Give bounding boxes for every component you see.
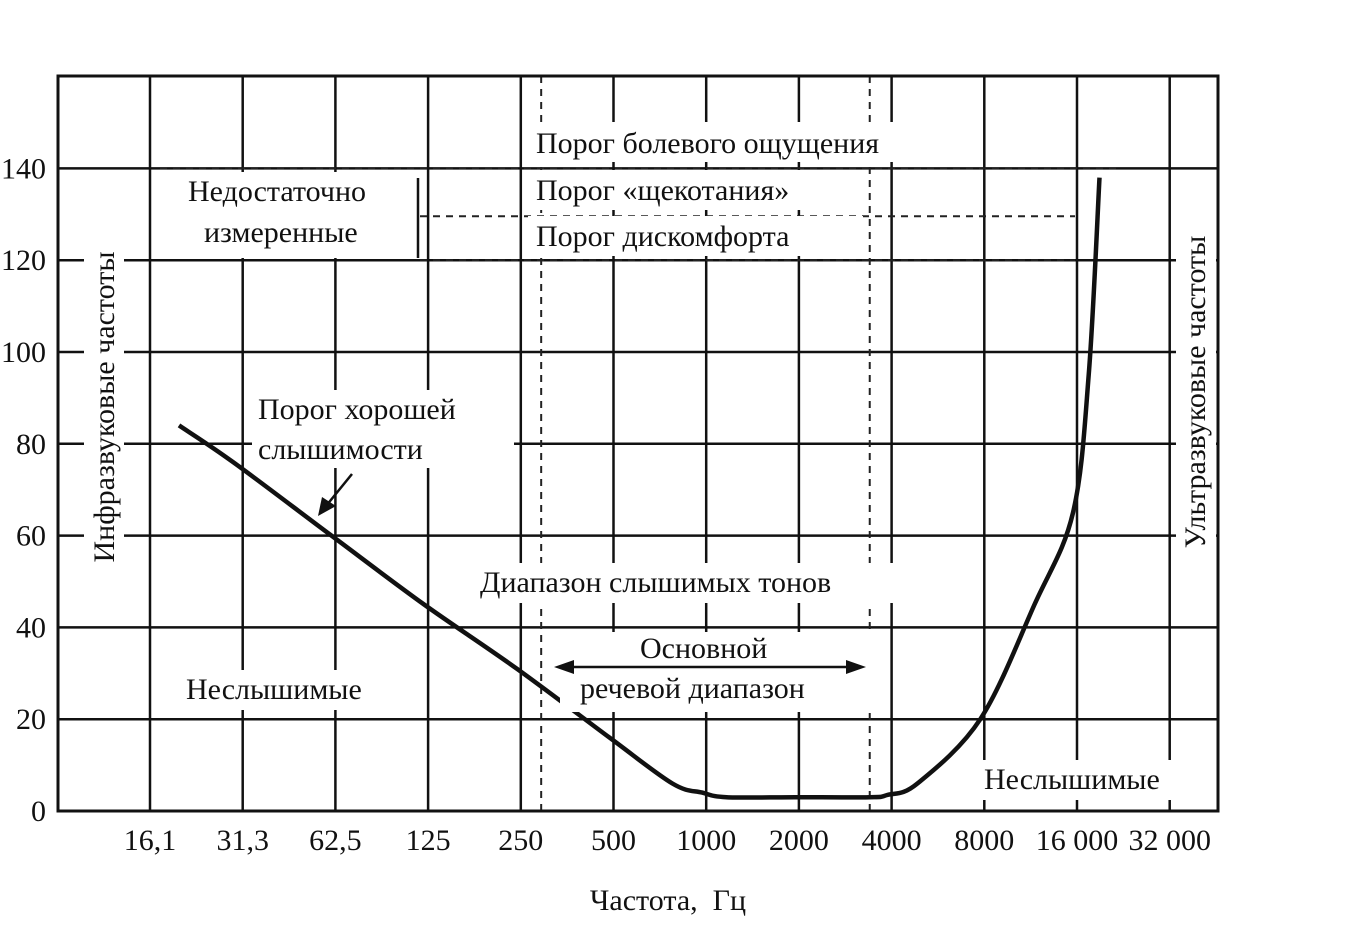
audible-range-bg — [472, 563, 940, 603]
good-hearing-label-line1: Порог хорошей — [258, 393, 456, 426]
y-tick-label: 140 — [1, 152, 46, 185]
x-tick-label: 62,5 — [309, 824, 362, 857]
hearing-threshold-curve — [177, 177, 1102, 800]
good-hearing-arrowhead — [318, 497, 336, 516]
speech-range-label-line1: Основной — [640, 632, 767, 665]
good-hearing-bg — [252, 390, 514, 468]
x-tick-label: 125 — [406, 824, 451, 857]
speech-range-bg — [560, 632, 880, 712]
y-tick-label: 120 — [1, 244, 46, 277]
inaudible-right-label: Неслышимые — [984, 763, 1160, 796]
threshold-discomfort-label: Порог дискомфорта — [536, 220, 789, 253]
inaudible-right-bg — [978, 760, 1210, 800]
ultrasound-label: Ультразвуковые частоты — [1179, 236, 1212, 549]
curve-layer — [177, 177, 1102, 800]
x-tick-label: 1000 — [676, 824, 736, 857]
y-tick-label: 40 — [16, 611, 46, 644]
x-axis-label: Частота, Гц — [590, 884, 746, 917]
y-tick-label: 100 — [1, 336, 46, 369]
y-tick-label: 80 — [16, 428, 46, 461]
good-hearing-label-line2: слышимости — [258, 433, 423, 466]
x-tick-label: 16 000 — [1036, 824, 1119, 857]
x-tick-label: 500 — [591, 824, 636, 857]
x-tick-label: 250 — [498, 824, 543, 857]
x-tick-label: 32 000 — [1128, 824, 1211, 857]
left-side-label-bg — [84, 200, 124, 610]
x-tick-label: 16,1 — [124, 824, 177, 857]
audible-range-label: Диапазон слышимых тонов — [480, 566, 831, 599]
threshold-tickle-label: Порог «щекотания» — [536, 174, 789, 207]
infrasound-label: Инфразвуковые частоты — [88, 252, 121, 563]
insufficient-label-line1: Недостаточно — [188, 175, 366, 208]
speech-range-arrow-left — [554, 660, 574, 674]
good-hearing-arrow-line — [325, 473, 353, 507]
threshold-pain-bg — [528, 122, 973, 162]
y-tick-label: 0 — [31, 795, 46, 828]
x-tick-label: 4000 — [862, 824, 922, 857]
x-tick-label: 2000 — [769, 824, 829, 857]
threshold-pain-label: Порог болевого ощущения — [536, 127, 879, 160]
x-tick-labels: 16,1 31,3 62,5 125 250 500 1000 2000 4000 8000 16 … — [124, 824, 1211, 857]
insufficient-bg — [160, 172, 415, 258]
threshold-tickle-bg — [528, 170, 863, 210]
right-side-label-bg — [1176, 190, 1216, 595]
inaudible-left-label: Неслышимые — [186, 673, 362, 706]
x-tick-label: 8000 — [954, 824, 1014, 857]
y-tick-label: 60 — [16, 520, 46, 553]
insufficient-label-line2: измеренные — [204, 216, 358, 249]
y-tick-label: 20 — [16, 703, 46, 736]
speech-range-arrow-right — [846, 660, 866, 674]
threshold-discomfort-bg — [528, 216, 863, 256]
inaudible-left-bg — [180, 670, 415, 710]
x-tick-label: 31,3 — [216, 824, 269, 857]
speech-range-label-line2: речевой диапазон — [580, 672, 805, 705]
y-tick-labels: 0 20 40 60 80 100 120 140 — [1, 152, 46, 828]
plot-frame — [56, 74, 1220, 813]
